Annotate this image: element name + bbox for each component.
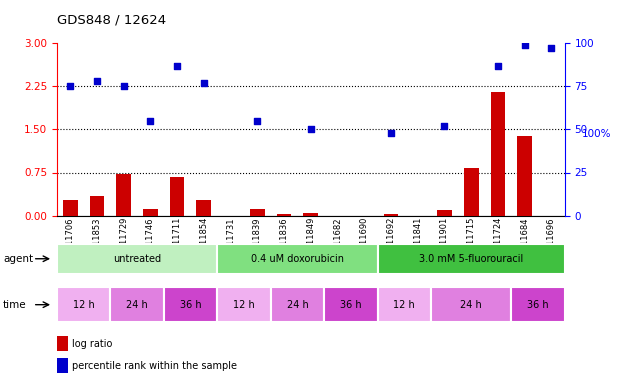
Text: 36 h: 36 h — [527, 300, 549, 310]
Bar — [57, 358, 68, 373]
Text: 3.0 mM 5-fluorouracil: 3.0 mM 5-fluorouracil — [419, 254, 523, 264]
Bar — [304, 213, 318, 216]
Point — [145, 118, 155, 124]
Bar — [196, 200, 211, 216]
Y-axis label: 100%: 100% — [582, 129, 611, 140]
Bar — [384, 214, 398, 216]
Text: time: time — [3, 300, 27, 310]
FancyBboxPatch shape — [431, 287, 511, 322]
Point — [386, 130, 396, 136]
Bar — [276, 214, 292, 216]
FancyBboxPatch shape — [271, 287, 324, 322]
FancyBboxPatch shape — [163, 287, 217, 322]
Point — [439, 123, 449, 129]
Text: log ratio: log ratio — [72, 339, 112, 349]
Bar — [143, 209, 158, 216]
Point — [493, 63, 503, 69]
FancyBboxPatch shape — [57, 244, 217, 274]
Bar — [116, 174, 131, 216]
Text: untreated: untreated — [113, 254, 161, 264]
Point — [546, 45, 557, 51]
Text: 36 h: 36 h — [340, 300, 362, 310]
Point — [92, 78, 102, 84]
Text: GDS848 / 12624: GDS848 / 12624 — [57, 13, 166, 26]
Text: 12 h: 12 h — [233, 300, 255, 310]
Bar — [90, 195, 104, 216]
FancyBboxPatch shape — [511, 287, 565, 322]
Bar — [170, 177, 184, 216]
FancyBboxPatch shape — [324, 287, 377, 322]
Text: 36 h: 36 h — [180, 300, 201, 310]
Point — [199, 80, 209, 86]
Point — [252, 118, 262, 124]
Bar — [437, 210, 452, 216]
FancyBboxPatch shape — [110, 287, 163, 322]
Bar — [57, 336, 68, 351]
FancyBboxPatch shape — [217, 244, 377, 274]
FancyBboxPatch shape — [377, 287, 431, 322]
Text: 0.4 uM doxorubicin: 0.4 uM doxorubicin — [251, 254, 344, 264]
FancyBboxPatch shape — [217, 287, 271, 322]
Bar — [517, 136, 532, 216]
Text: 24 h: 24 h — [126, 300, 148, 310]
Bar — [250, 209, 264, 216]
Point — [519, 42, 529, 48]
FancyBboxPatch shape — [377, 244, 565, 274]
Text: agent: agent — [3, 254, 33, 264]
Point — [65, 83, 75, 89]
FancyBboxPatch shape — [57, 287, 110, 322]
Bar — [63, 200, 78, 216]
Bar — [464, 168, 478, 216]
Text: percentile rank within the sample: percentile rank within the sample — [72, 360, 237, 370]
Text: 24 h: 24 h — [286, 300, 309, 310]
Text: 12 h: 12 h — [394, 300, 415, 310]
Point — [119, 83, 129, 89]
Point — [305, 126, 316, 132]
Text: 24 h: 24 h — [460, 300, 482, 310]
Text: 12 h: 12 h — [73, 300, 95, 310]
Point — [172, 63, 182, 69]
Bar — [490, 92, 505, 216]
